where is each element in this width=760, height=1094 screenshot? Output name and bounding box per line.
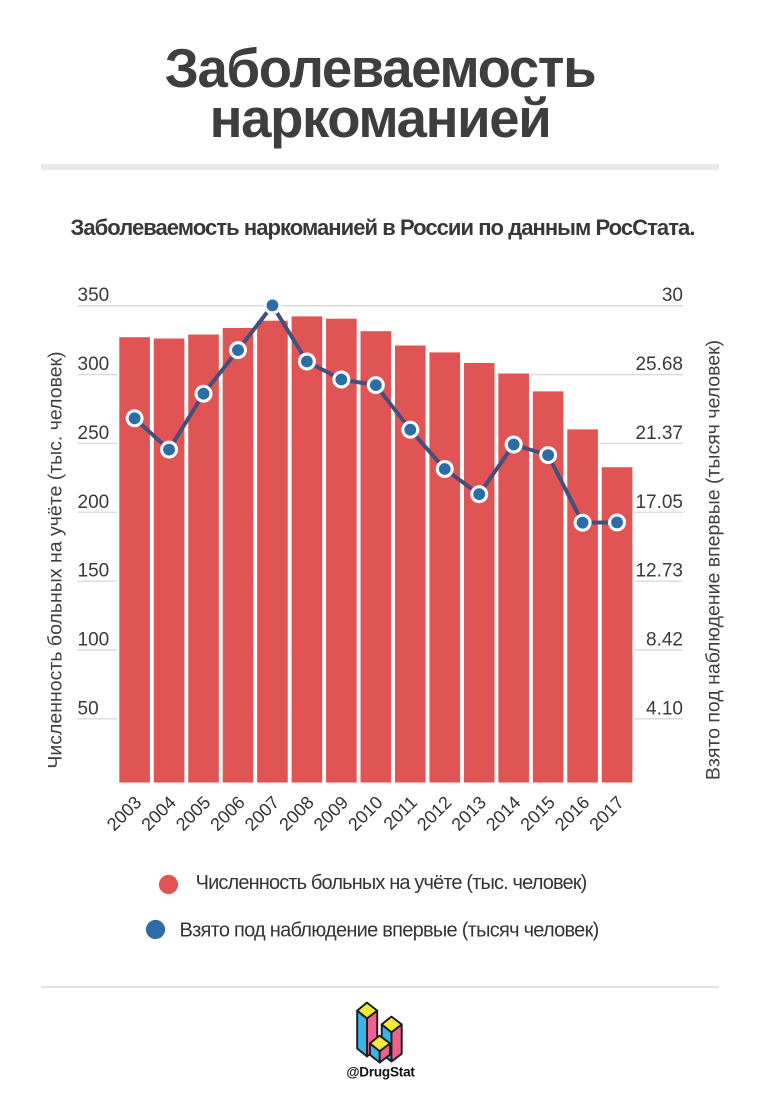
svg-text:4.10: 4.10 xyxy=(646,698,683,719)
svg-text:12.73: 12.73 xyxy=(635,561,683,582)
svg-text:2017: 2017 xyxy=(585,792,627,834)
svg-text:21.37: 21.37 xyxy=(635,423,683,444)
svg-text:@DrugStat: @DrugStat xyxy=(346,1065,415,1080)
svg-text:2008: 2008 xyxy=(275,792,317,834)
svg-text:17.05: 17.05 xyxy=(635,492,683,513)
svg-text:150: 150 xyxy=(78,561,110,582)
svg-text:Численность больных на учёте (: Численность больных на учёте (тыс. челов… xyxy=(196,872,587,894)
svg-text:2015: 2015 xyxy=(516,792,558,834)
svg-text:2009: 2009 xyxy=(310,792,352,834)
svg-text:200: 200 xyxy=(78,492,110,513)
svg-text:100: 100 xyxy=(78,629,110,650)
svg-text:8.42: 8.42 xyxy=(646,629,683,650)
svg-text:250: 250 xyxy=(78,423,110,444)
svg-text:2004: 2004 xyxy=(137,792,179,834)
svg-text:2013: 2013 xyxy=(448,792,490,834)
svg-text:2011: 2011 xyxy=(380,792,422,834)
svg-text:2007: 2007 xyxy=(241,792,283,834)
svg-text:300: 300 xyxy=(78,354,110,375)
svg-text:Взято под наблюдение впервые (: Взято под наблюдение впервые (тысяч чело… xyxy=(180,919,599,941)
svg-text:350: 350 xyxy=(78,285,110,306)
svg-text:2005: 2005 xyxy=(172,792,214,834)
svg-text:30: 30 xyxy=(662,285,683,306)
svg-text:2012: 2012 xyxy=(413,792,455,834)
svg-text:Численность больных на учёте (: Численность больных на учёте (тыс. челов… xyxy=(45,351,67,768)
svg-text:2010: 2010 xyxy=(344,792,386,834)
svg-text:2006: 2006 xyxy=(206,792,248,834)
svg-text:Взято под наблюдение впервые (: Взято под наблюдение впервые (тысяч чело… xyxy=(703,340,725,780)
svg-text:25.68: 25.68 xyxy=(635,354,683,375)
svg-text:50: 50 xyxy=(78,698,99,719)
svg-text:2014: 2014 xyxy=(482,792,524,834)
svg-text:2016: 2016 xyxy=(551,792,593,834)
svg-text:2003: 2003 xyxy=(103,792,145,834)
